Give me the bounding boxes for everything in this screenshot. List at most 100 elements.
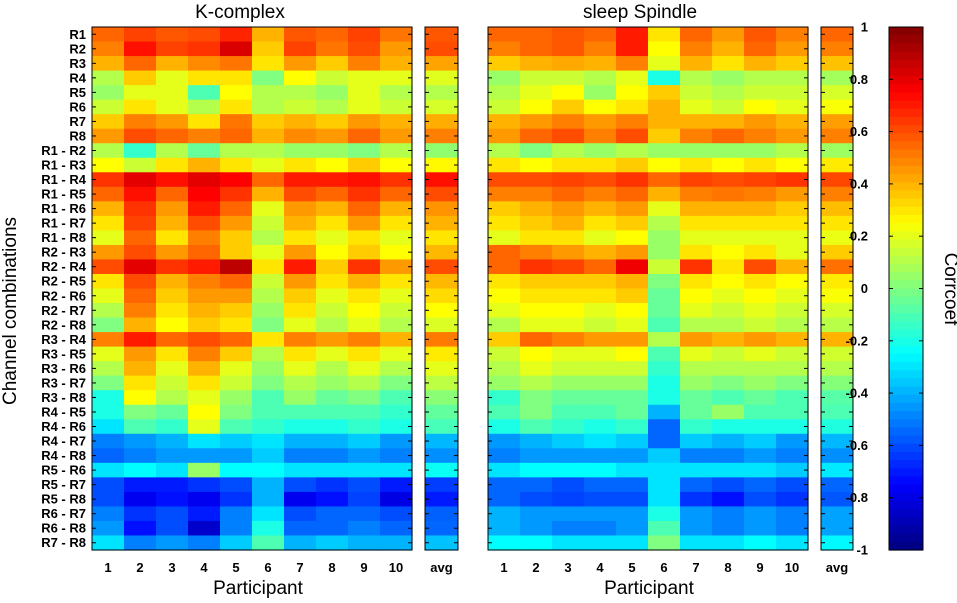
heatmap-cell bbox=[252, 143, 285, 159]
heatmap-cell bbox=[380, 375, 413, 391]
heatmap-cell bbox=[348, 41, 381, 57]
heatmap-cell bbox=[584, 128, 617, 144]
heatmap-cell bbox=[776, 128, 809, 144]
heatmap-cell bbox=[680, 375, 713, 391]
avg-cell bbox=[821, 128, 853, 144]
heatmap-cell bbox=[284, 70, 317, 86]
heatmap-cell bbox=[92, 361, 125, 377]
heatmap-cell bbox=[488, 433, 521, 449]
avg-cell bbox=[821, 332, 853, 348]
heatmap-cell bbox=[380, 491, 413, 508]
heatmap-cell bbox=[584, 157, 617, 173]
avg-cell bbox=[425, 157, 458, 173]
heatmap-cell bbox=[92, 390, 125, 406]
heatmap-cell bbox=[712, 259, 745, 275]
heatmap-cell bbox=[520, 433, 553, 449]
heatmap-cell bbox=[316, 186, 349, 202]
x-tick-label: 5 bbox=[628, 560, 635, 575]
heatmap-cell bbox=[680, 419, 713, 435]
heatmap-cell bbox=[380, 41, 413, 57]
heatmap-cell bbox=[744, 230, 777, 246]
avg-cell bbox=[821, 375, 853, 391]
heatmap-cell bbox=[156, 172, 189, 188]
heatmap-cell bbox=[584, 477, 617, 493]
heatmap-cell bbox=[520, 70, 553, 86]
heatmap-cell bbox=[92, 448, 125, 464]
heatmap-cell bbox=[252, 114, 285, 130]
avg-cell bbox=[821, 390, 853, 406]
heatmap-cell bbox=[380, 390, 413, 406]
heatmap-cell bbox=[616, 535, 649, 551]
heatmap-cell bbox=[744, 172, 777, 188]
heatmap-cell bbox=[776, 375, 809, 391]
heatmap-cell bbox=[552, 520, 585, 537]
heatmap-cell bbox=[348, 433, 381, 449]
colorbar-segment bbox=[889, 43, 923, 53]
heatmap-cell bbox=[552, 215, 585, 231]
heatmap-cell bbox=[520, 491, 553, 508]
heatmap-cell bbox=[316, 70, 349, 86]
heatmap-cell bbox=[284, 491, 317, 508]
heatmap-cell bbox=[188, 375, 221, 391]
x-tick-label: 6 bbox=[264, 560, 271, 575]
heatmap-cell bbox=[348, 85, 381, 101]
heatmap-cell bbox=[220, 462, 253, 478]
avg-cell bbox=[425, 303, 458, 319]
heatmap-cell bbox=[92, 433, 125, 449]
heatmap-cell bbox=[156, 128, 189, 144]
heatmap-cell bbox=[648, 433, 681, 449]
y-tick-label: R2 - R7 bbox=[41, 303, 86, 318]
avg-frame bbox=[424, 26, 459, 551]
heatmap-cell bbox=[552, 375, 585, 391]
heatmap-cell bbox=[252, 128, 285, 144]
heatmap-cell bbox=[584, 535, 617, 551]
heatmap-cell bbox=[92, 404, 125, 420]
y-tick-label: R7 - R8 bbox=[41, 535, 86, 550]
heatmap-cell bbox=[616, 143, 649, 159]
heatmap-cell bbox=[776, 244, 809, 261]
heatmap-cell bbox=[712, 230, 745, 246]
heatmap-cell bbox=[220, 230, 253, 246]
heatmap-cell bbox=[648, 56, 681, 72]
heatmap-cell bbox=[680, 404, 713, 420]
heatmap-cell bbox=[188, 230, 221, 246]
heatmap-cell bbox=[744, 303, 777, 319]
heatmap-cell bbox=[380, 230, 413, 246]
heatmap-cell bbox=[712, 375, 745, 391]
heatmap-cell bbox=[680, 433, 713, 449]
avg-cell bbox=[425, 332, 458, 348]
heatmap-cell bbox=[156, 404, 189, 420]
heatmap-cell bbox=[284, 404, 317, 420]
heatmap-cell bbox=[188, 85, 221, 101]
heatmap-cell bbox=[616, 317, 649, 333]
heatmap-cell bbox=[552, 230, 585, 246]
heatmap-cell bbox=[648, 346, 681, 362]
heatmap-cell bbox=[488, 215, 521, 231]
heatmap-cell bbox=[712, 520, 745, 537]
heatmap-cell bbox=[188, 41, 221, 57]
heatmap-cell bbox=[680, 346, 713, 362]
heatmap-cell bbox=[648, 128, 681, 144]
heatmap-cell bbox=[648, 27, 681, 43]
heatmap-cell bbox=[584, 419, 617, 435]
heatmap-cell bbox=[188, 506, 221, 522]
heatmap-cell bbox=[712, 172, 745, 188]
heatmap-cell bbox=[776, 114, 809, 130]
heatmap-cell bbox=[552, 143, 585, 159]
heatmap-cell bbox=[648, 230, 681, 246]
heatmap-cell bbox=[124, 157, 157, 173]
heatmap-cell bbox=[680, 230, 713, 246]
heatmap-cell bbox=[520, 244, 553, 261]
heatmap-cell bbox=[520, 462, 553, 478]
heatmap-cell bbox=[712, 273, 745, 290]
heatmap-cell bbox=[284, 346, 317, 362]
heatmap-cell bbox=[348, 520, 381, 537]
heatmap-cell bbox=[92, 317, 125, 333]
heatmap-cell bbox=[348, 477, 381, 493]
heatmap-cell bbox=[488, 332, 521, 348]
x-tick-label: 10 bbox=[389, 560, 403, 575]
heatmap-cell bbox=[680, 27, 713, 43]
heatmap-cell bbox=[744, 433, 777, 449]
heatmap-cell bbox=[552, 273, 585, 290]
colorbar-segment bbox=[889, 345, 923, 355]
